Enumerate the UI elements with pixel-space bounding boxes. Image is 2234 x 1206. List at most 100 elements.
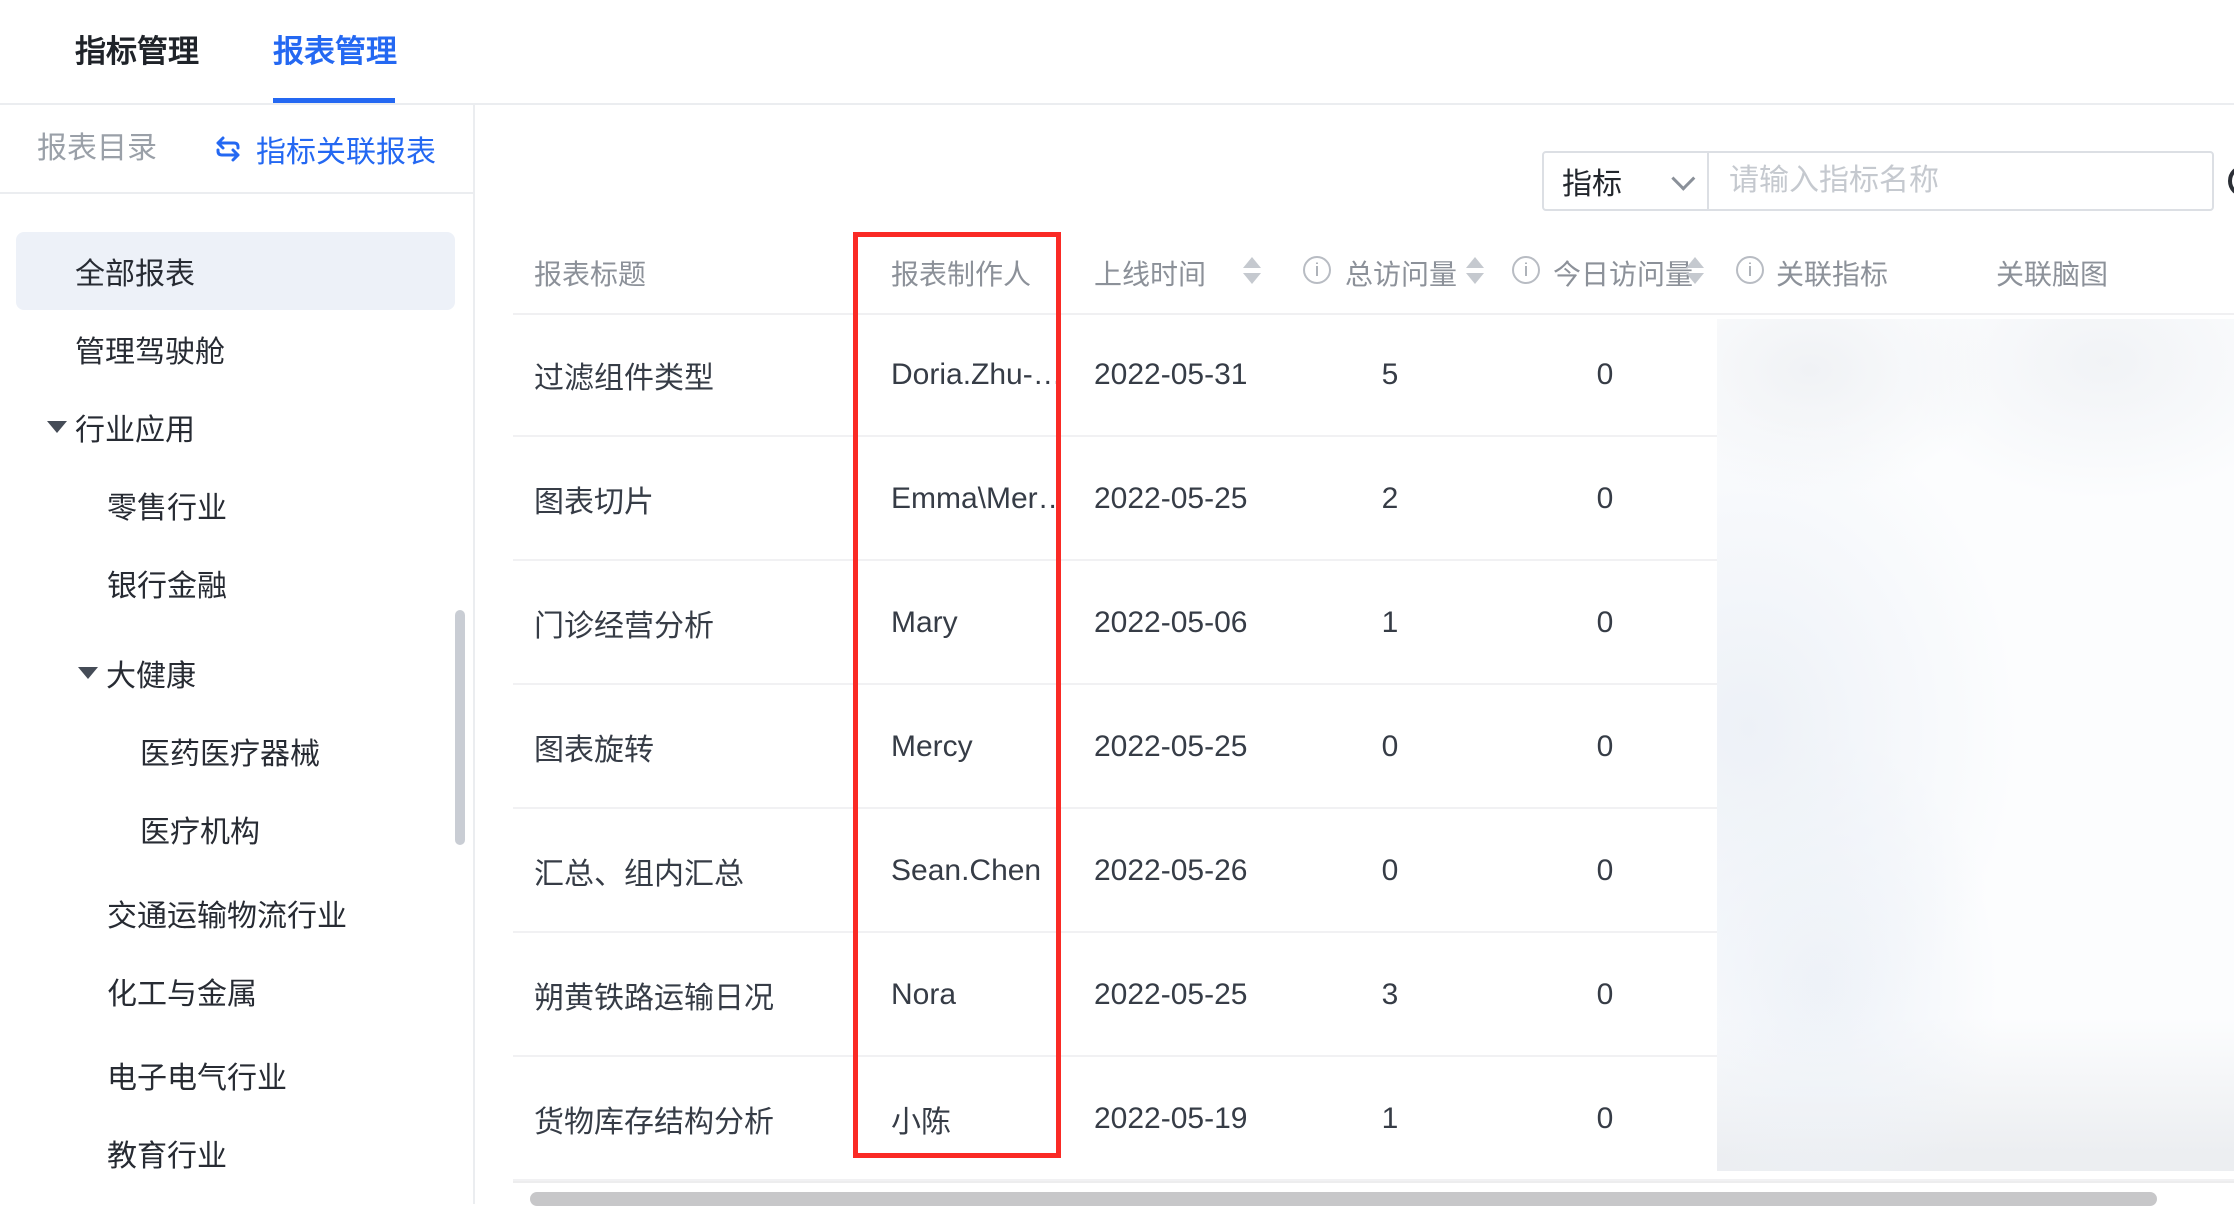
- tree-item-banking-finance[interactable]: 银行金融: [107, 570, 227, 603]
- table-row[interactable]: 过滤组件类型 Doria.Zhu-… 2022-05-31 5 0: [0, 313, 2234, 437]
- col-header-online-time: 上线时间: [1094, 259, 1207, 290]
- report-title-cell[interactable]: 货物库存结构分析: [534, 1106, 774, 1139]
- tree-item-all-reports[interactable]: 全部报表: [16, 232, 455, 310]
- report-creator-cell: Mary: [891, 606, 958, 639]
- tree-item-education[interactable]: 教育行业: [107, 1140, 227, 1173]
- report-title-cell[interactable]: 图表旋转: [534, 734, 654, 767]
- sidebar-scrollbar[interactable]: [455, 610, 465, 845]
- total-visits-cell: 2: [1381, 482, 1399, 515]
- row-divider: [513, 931, 2234, 933]
- row-divider: [513, 435, 2234, 437]
- tree-item-big-health[interactable]: 大健康: [0, 634, 471, 712]
- today-visits-cell: 0: [1596, 854, 1614, 887]
- caret-down-icon[interactable]: [1686, 273, 1704, 284]
- info-icon[interactable]: i: [1736, 256, 1764, 284]
- table-row[interactable]: 汇总、组内汇总 Sean.Chen 2022-05-26 0 0: [0, 809, 2234, 933]
- report-creator-cell: Sean.Chen: [891, 854, 1042, 887]
- total-visits-cell: 1: [1381, 1102, 1399, 1135]
- col-header-today-visits: 今日访问量: [1553, 259, 1694, 290]
- online-time-cell: 2022-05-25: [1094, 978, 1248, 1011]
- online-time-cell: 2022-05-31: [1094, 358, 1248, 391]
- caret-up-icon[interactable]: [1686, 257, 1704, 268]
- tree-item-chemical-metal[interactable]: 化工与金属: [107, 978, 257, 1011]
- info-icon[interactable]: i: [1512, 256, 1540, 284]
- col-header-report-title: 报表标题: [534, 259, 647, 290]
- tab-report-management[interactable]: 报表管理: [273, 34, 397, 69]
- row-divider: [513, 1055, 2234, 1057]
- metric-select-value: 指标: [1562, 168, 1622, 201]
- tree-item-pharma-devices[interactable]: 医药医疗器械: [140, 738, 320, 771]
- metric-type-select[interactable]: 指标: [1544, 153, 1709, 209]
- tree-item-label: 大健康: [106, 660, 196, 693]
- table-row[interactable]: 朔黄铁路运输日况 Nora 2022-05-25 3 0: [0, 933, 2234, 1057]
- tree-item-electronics[interactable]: 电子电气行业: [107, 1062, 287, 1095]
- row-divider: [513, 683, 2234, 685]
- report-catalog-label: 报表目录: [37, 132, 157, 165]
- report-creator-cell: Mercy: [891, 730, 973, 763]
- info-icon[interactable]: i: [1303, 256, 1331, 284]
- col-header-total-visits: 总访问量: [1345, 259, 1458, 290]
- table-row[interactable]: 货物库存结构分析 小陈 2022-05-19 1 0: [0, 1057, 2234, 1181]
- tree-item-label: 行业应用: [75, 414, 195, 447]
- report-creator-cell: 小陈: [891, 1106, 951, 1139]
- caret-down-icon[interactable]: [1466, 273, 1484, 284]
- total-visits-cell: 5: [1381, 358, 1399, 391]
- blurred-content-region: [1717, 319, 2234, 1171]
- swap-icon: [210, 131, 246, 167]
- sidebar: 报表目录 指标关联报表 全部报表 管理驾驶舱 行业应用 零售行业 银行金融 大健…: [0, 105, 475, 1204]
- sort-control-online-time[interactable]: [1243, 257, 1261, 284]
- report-title-cell[interactable]: 汇总、组内汇总: [534, 858, 744, 891]
- row-divider: [513, 807, 2234, 809]
- report-title-cell[interactable]: 门诊经营分析: [534, 610, 714, 643]
- online-time-cell: 2022-05-26: [1094, 854, 1248, 887]
- report-title-cell[interactable]: 图表切片: [534, 486, 654, 519]
- total-visits-cell: 0: [1381, 854, 1399, 887]
- today-visits-cell: 0: [1596, 1102, 1614, 1135]
- table-header-divider: [513, 313, 2234, 315]
- sidebar-subheader: 报表目录 指标关联报表: [0, 105, 473, 194]
- online-time-cell: 2022-05-25: [1094, 482, 1248, 515]
- today-visits-cell: 0: [1596, 358, 1614, 391]
- today-visits-cell: 0: [1596, 482, 1614, 515]
- today-visits-cell: 0: [1596, 606, 1614, 639]
- active-tab-underline: [273, 98, 395, 103]
- today-visits-cell: 0: [1596, 978, 1614, 1011]
- row-divider: [513, 559, 2234, 561]
- chevron-down-icon: [1671, 166, 1696, 191]
- online-time-cell: 2022-05-19: [1094, 1102, 1248, 1135]
- tree-item-medical-institutions[interactable]: 医疗机构: [140, 816, 260, 849]
- caret-up-icon[interactable]: [1466, 257, 1484, 268]
- total-visits-cell: 1: [1381, 606, 1399, 639]
- report-title-cell[interactable]: 过滤组件类型: [534, 362, 714, 395]
- row-divider: [513, 1179, 2234, 1181]
- tree-item-management-cockpit[interactable]: 管理驾驶舱: [75, 336, 225, 369]
- sort-control-today-visits[interactable]: [1686, 257, 1704, 284]
- report-directory-tree: 全部报表 管理驾驶舱 行业应用 零售行业 银行金融 大健康 医药医疗器械 医疗机…: [0, 196, 471, 1192]
- total-visits-cell: 0: [1381, 730, 1399, 763]
- caret-up-icon[interactable]: [1243, 257, 1261, 268]
- table-row[interactable]: 门诊经营分析 Mary 2022-05-06 1 0: [0, 561, 2234, 685]
- metric-linked-reports-label: 指标关联报表: [256, 135, 436, 169]
- tree-item-transport-logistics[interactable]: 交通运输物流行业: [107, 900, 347, 933]
- caret-down-icon[interactable]: [1243, 273, 1261, 284]
- table-row[interactable]: 图表切片 Emma\Mer… 2022-05-25 2 0: [0, 437, 2234, 561]
- online-time-cell: 2022-05-06: [1094, 606, 1248, 639]
- horizontal-scrollbar[interactable]: [530, 1192, 2157, 1206]
- metric-search-field: [1709, 153, 2212, 209]
- tab-metric-management[interactable]: 指标管理: [75, 34, 199, 69]
- col-header-linked-mindmap: 关联脑图: [1996, 259, 2109, 290]
- report-title-cell[interactable]: 朔黄铁路运输日况: [534, 982, 774, 1015]
- tree-item-retail[interactable]: 零售行业: [107, 492, 227, 525]
- sort-control-total-visits[interactable]: [1466, 257, 1484, 284]
- table-row[interactable]: 图表旋转 Mercy 2022-05-25 0 0: [0, 685, 2234, 809]
- report-creator-cell: Emma\Mer…: [891, 482, 1057, 515]
- col-header-linked-metrics: 关联指标: [1776, 259, 1889, 290]
- report-creator-cell: Nora: [891, 978, 957, 1011]
- total-visits-cell: 3: [1381, 978, 1399, 1011]
- metric-filter-group: 指标: [1542, 151, 2214, 211]
- tree-item-industry-apps[interactable]: 行业应用: [0, 388, 471, 466]
- metric-linked-reports-link[interactable]: 指标关联报表: [210, 105, 436, 192]
- metric-search-input[interactable]: [1729, 164, 2212, 198]
- table-bottom-divider: [513, 1181, 2234, 1183]
- search-icon[interactable]: [2228, 165, 2234, 197]
